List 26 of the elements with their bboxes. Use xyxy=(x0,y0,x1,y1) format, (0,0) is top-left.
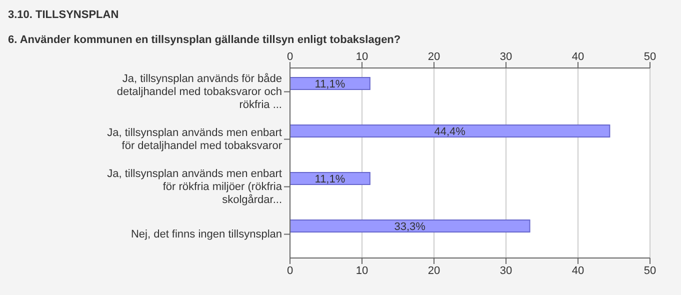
x2-tick-label: 20 xyxy=(428,264,440,277)
bar xyxy=(290,124,610,138)
text: 3.10. TILLSYNSPLAN xyxy=(8,9,119,21)
bar xyxy=(290,172,370,185)
x-tick-label: 40 xyxy=(572,51,584,63)
y-tick-label: Ja, tillsynsplan används men enbart för detaljhandel med tobaksvaror xyxy=(107,126,282,152)
x-tick-label: 50 xyxy=(644,51,656,63)
bar xyxy=(290,77,370,90)
x2-tick-label: 10 xyxy=(356,264,368,277)
y-tick-label: Ja, tillsynsplan används men enbart för rökfria miljöer (rökfria skolgårdar... xyxy=(107,168,283,206)
x2-tick-label: 30 xyxy=(500,264,512,277)
bar xyxy=(290,220,530,232)
x-tick-label: 20 xyxy=(428,51,440,63)
data-label: 11,1% xyxy=(314,78,346,90)
y-tick-label: Nej, det finns ingen tillsynsplan xyxy=(130,228,282,240)
x-tick-label: 30 xyxy=(500,51,512,63)
x2-tick-label: 40 xyxy=(572,264,584,277)
x-tick-label: 0 xyxy=(286,51,294,63)
data-label: 44,4% xyxy=(434,126,466,138)
chart-subtitle: 6. Använder kommunen en tillsynsplan gällande tillsyn enligt tobakslagen? xyxy=(8,34,401,46)
data-label: 33,3% xyxy=(394,220,426,233)
x2-tick-label: 0 xyxy=(286,264,294,277)
y-tick-label: Ja, tillsynsplan används för både detaljhandel med tobaksvaror och rökfria ... xyxy=(116,72,282,111)
x-tick-label: 10 xyxy=(356,51,368,63)
data-label: 11,1% xyxy=(314,173,346,186)
x2-tick-label: 50 xyxy=(644,264,656,277)
